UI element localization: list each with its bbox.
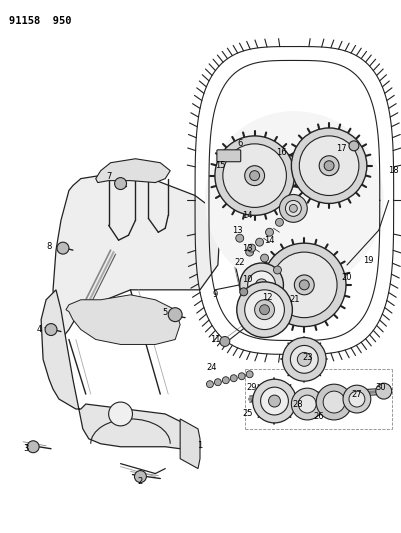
Circle shape	[291, 128, 366, 204]
Text: 24: 24	[206, 363, 217, 372]
Text: 21: 21	[288, 295, 299, 304]
Circle shape	[262, 243, 345, 327]
Text: 1: 1	[197, 441, 202, 450]
Circle shape	[299, 280, 308, 290]
Circle shape	[254, 300, 274, 320]
Circle shape	[273, 266, 281, 274]
Text: 22: 22	[234, 257, 244, 266]
Circle shape	[322, 391, 344, 413]
FancyBboxPatch shape	[217, 150, 240, 161]
Text: 15: 15	[214, 161, 225, 170]
Circle shape	[260, 387, 288, 415]
Text: 2: 2	[138, 477, 143, 486]
Circle shape	[279, 195, 306, 222]
Circle shape	[245, 371, 253, 378]
Circle shape	[247, 244, 255, 252]
Circle shape	[318, 156, 338, 176]
Text: 14: 14	[242, 211, 252, 220]
Circle shape	[235, 234, 243, 242]
Circle shape	[244, 290, 284, 329]
Circle shape	[348, 391, 364, 407]
Text: 16: 16	[275, 148, 286, 157]
Circle shape	[244, 166, 264, 185]
Circle shape	[298, 395, 316, 413]
Circle shape	[219, 336, 229, 346]
Circle shape	[342, 385, 370, 413]
Text: 23: 23	[301, 353, 312, 362]
Circle shape	[45, 324, 57, 335]
Circle shape	[297, 352, 310, 366]
Text: 25: 25	[242, 409, 252, 418]
Polygon shape	[41, 290, 198, 449]
Circle shape	[230, 375, 237, 382]
Text: 3: 3	[24, 444, 29, 453]
Circle shape	[27, 441, 39, 453]
Text: 19: 19	[363, 255, 373, 264]
Circle shape	[214, 379, 221, 386]
Circle shape	[245, 248, 253, 256]
Circle shape	[271, 252, 336, 318]
Circle shape	[294, 275, 314, 295]
Text: 5: 5	[162, 308, 168, 317]
Text: 91158  950: 91158 950	[9, 16, 72, 26]
Circle shape	[247, 271, 275, 299]
Circle shape	[275, 219, 283, 227]
Circle shape	[239, 288, 247, 296]
Circle shape	[289, 205, 297, 212]
Circle shape	[348, 141, 358, 151]
Circle shape	[299, 136, 358, 196]
Circle shape	[265, 228, 273, 236]
Text: 6: 6	[237, 139, 242, 148]
Text: 27: 27	[351, 390, 361, 399]
Circle shape	[291, 388, 322, 420]
Text: 14: 14	[263, 236, 274, 245]
Text: 28: 28	[291, 400, 302, 408]
Circle shape	[205, 111, 383, 290]
Circle shape	[222, 377, 229, 384]
Circle shape	[255, 238, 263, 246]
Text: 4: 4	[36, 325, 42, 334]
Circle shape	[238, 373, 245, 379]
Circle shape	[255, 279, 267, 291]
Text: 20: 20	[341, 273, 351, 282]
Circle shape	[252, 379, 296, 423]
Circle shape	[114, 177, 126, 190]
Circle shape	[259, 305, 269, 314]
Circle shape	[268, 395, 280, 407]
Circle shape	[375, 383, 391, 399]
Circle shape	[236, 282, 292, 337]
Text: 18: 18	[387, 166, 398, 175]
Circle shape	[206, 381, 213, 387]
Text: 26: 26	[313, 413, 324, 422]
Circle shape	[108, 402, 132, 426]
Polygon shape	[95, 159, 170, 183]
Polygon shape	[53, 171, 219, 340]
Circle shape	[260, 254, 268, 262]
Text: 10: 10	[242, 276, 252, 285]
Circle shape	[222, 144, 286, 207]
Circle shape	[282, 337, 325, 381]
Text: 11: 11	[209, 335, 220, 344]
Text: 12: 12	[261, 293, 272, 302]
Circle shape	[323, 161, 333, 171]
Circle shape	[57, 242, 69, 254]
Text: 29: 29	[246, 383, 256, 392]
Text: 13: 13	[242, 244, 252, 253]
Circle shape	[290, 345, 318, 373]
Text: 7: 7	[106, 172, 111, 181]
Polygon shape	[66, 295, 180, 344]
Circle shape	[239, 263, 283, 306]
Circle shape	[316, 384, 351, 420]
Text: 13: 13	[232, 226, 243, 235]
Text: 30: 30	[375, 383, 385, 392]
Text: 17: 17	[335, 144, 346, 154]
Circle shape	[168, 308, 182, 321]
Polygon shape	[180, 419, 200, 469]
Text: 9: 9	[212, 290, 217, 300]
Text: 8: 8	[46, 241, 52, 251]
Circle shape	[249, 171, 259, 181]
Circle shape	[285, 200, 301, 216]
Circle shape	[215, 136, 294, 215]
Circle shape	[134, 471, 146, 482]
